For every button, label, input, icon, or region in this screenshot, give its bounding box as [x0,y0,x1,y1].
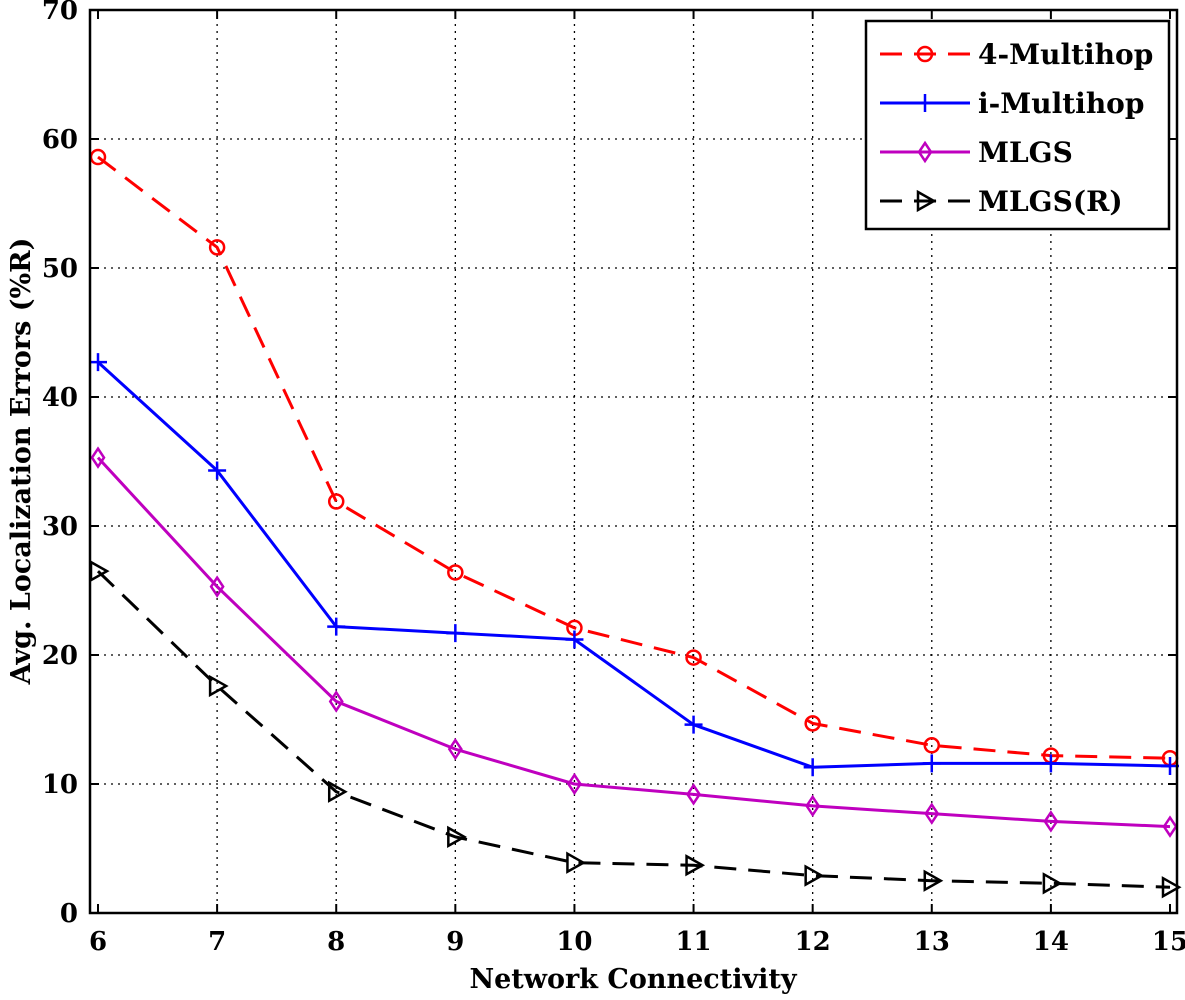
data-point-marker [90,446,106,469]
series-line [96,570,1171,889]
x-tick-label: 8 [327,927,345,957]
y-tick-label: 20 [42,641,78,671]
x-tick-label: 13 [914,927,950,957]
data-point-marker [803,758,822,777]
legend-label: MLGS [978,136,1073,169]
y-tick-label: 30 [42,512,78,542]
x-tick-label: 10 [556,927,592,957]
y-tick-label: 60 [42,125,78,155]
data-point-marker [566,851,586,874]
y-tick-label: 50 [42,254,78,284]
data-point-marker [922,754,941,773]
data-point-marker [208,674,229,698]
data-point-marker [566,772,582,796]
legend-marker [916,94,934,112]
legend-marker [917,140,933,164]
data-point-marker [208,461,227,480]
data-point-marker [328,690,344,713]
data-point-marker [89,353,107,372]
data-point-marker [209,575,225,598]
y-tick-label: 10 [42,770,78,800]
data-point-marker [1041,754,1060,773]
series-line [96,456,1171,829]
data-point-marker [685,854,706,877]
data-point-marker [924,802,940,825]
data-point-marker [804,864,825,887]
series-4-multihop [89,148,1179,767]
data-point-marker [923,737,941,754]
y-axis-label: Avg. Localization Errors (%R) [6,238,37,686]
series-line [96,361,1171,769]
data-point-marker [1043,810,1059,833]
y-tick-label: 70 [42,0,78,26]
data-point-marker [804,715,821,732]
data-point-marker [447,737,463,761]
data-point-marker [327,617,346,636]
data-point-marker [327,780,348,803]
data-point-marker [327,493,345,510]
data-point-marker [684,715,703,734]
y-tick-label: 0 [60,899,78,929]
series-mlgs [90,446,1178,838]
data-point-marker [446,624,465,643]
legend-box [864,19,1171,231]
x-tick-label: 6 [89,927,107,957]
legend: 4-Multihop i-Multihop MLGS MLGS(R) [864,19,1171,231]
series-layer [89,148,1182,899]
data-point-marker [1161,876,1182,899]
data-point-marker [565,630,584,649]
data-point-marker [923,869,944,892]
legend-label: 4-Multihop [978,38,1153,71]
x-tick-label: 11 [675,927,711,957]
legend-label: i-Multihop [978,87,1144,120]
x-tick-label: 15 [1152,927,1185,957]
legend-label: MLGS(R) [978,185,1123,218]
series-line [97,155,1171,760]
x-tick-label: 14 [1033,927,1069,957]
data-point-marker [447,564,464,581]
x-tick-label: 12 [795,927,831,957]
legend-marker [916,45,934,63]
x-tick-label: 9 [446,927,464,957]
series-i-multihop [89,353,1179,777]
x-axis-label: Network Connectivity [469,964,797,995]
plot-area-frame [88,8,1179,915]
data-point-marker [685,649,702,666]
y-tick-label: 40 [42,383,78,413]
series-mlgs-r- [89,560,1182,899]
data-point-marker [1042,872,1063,895]
data-point-marker [805,794,821,818]
data-point-marker [686,783,702,806]
legend-marker [916,189,937,213]
data-point-marker [208,239,226,256]
data-point-marker [447,825,467,849]
data-point-marker [1162,815,1178,838]
axis-ticks: 6 7 8 9 10 11 12 13 14 15 0 10 20 30 40 50 60 70 [42,0,1185,957]
x-tick-label: 7 [208,927,226,957]
